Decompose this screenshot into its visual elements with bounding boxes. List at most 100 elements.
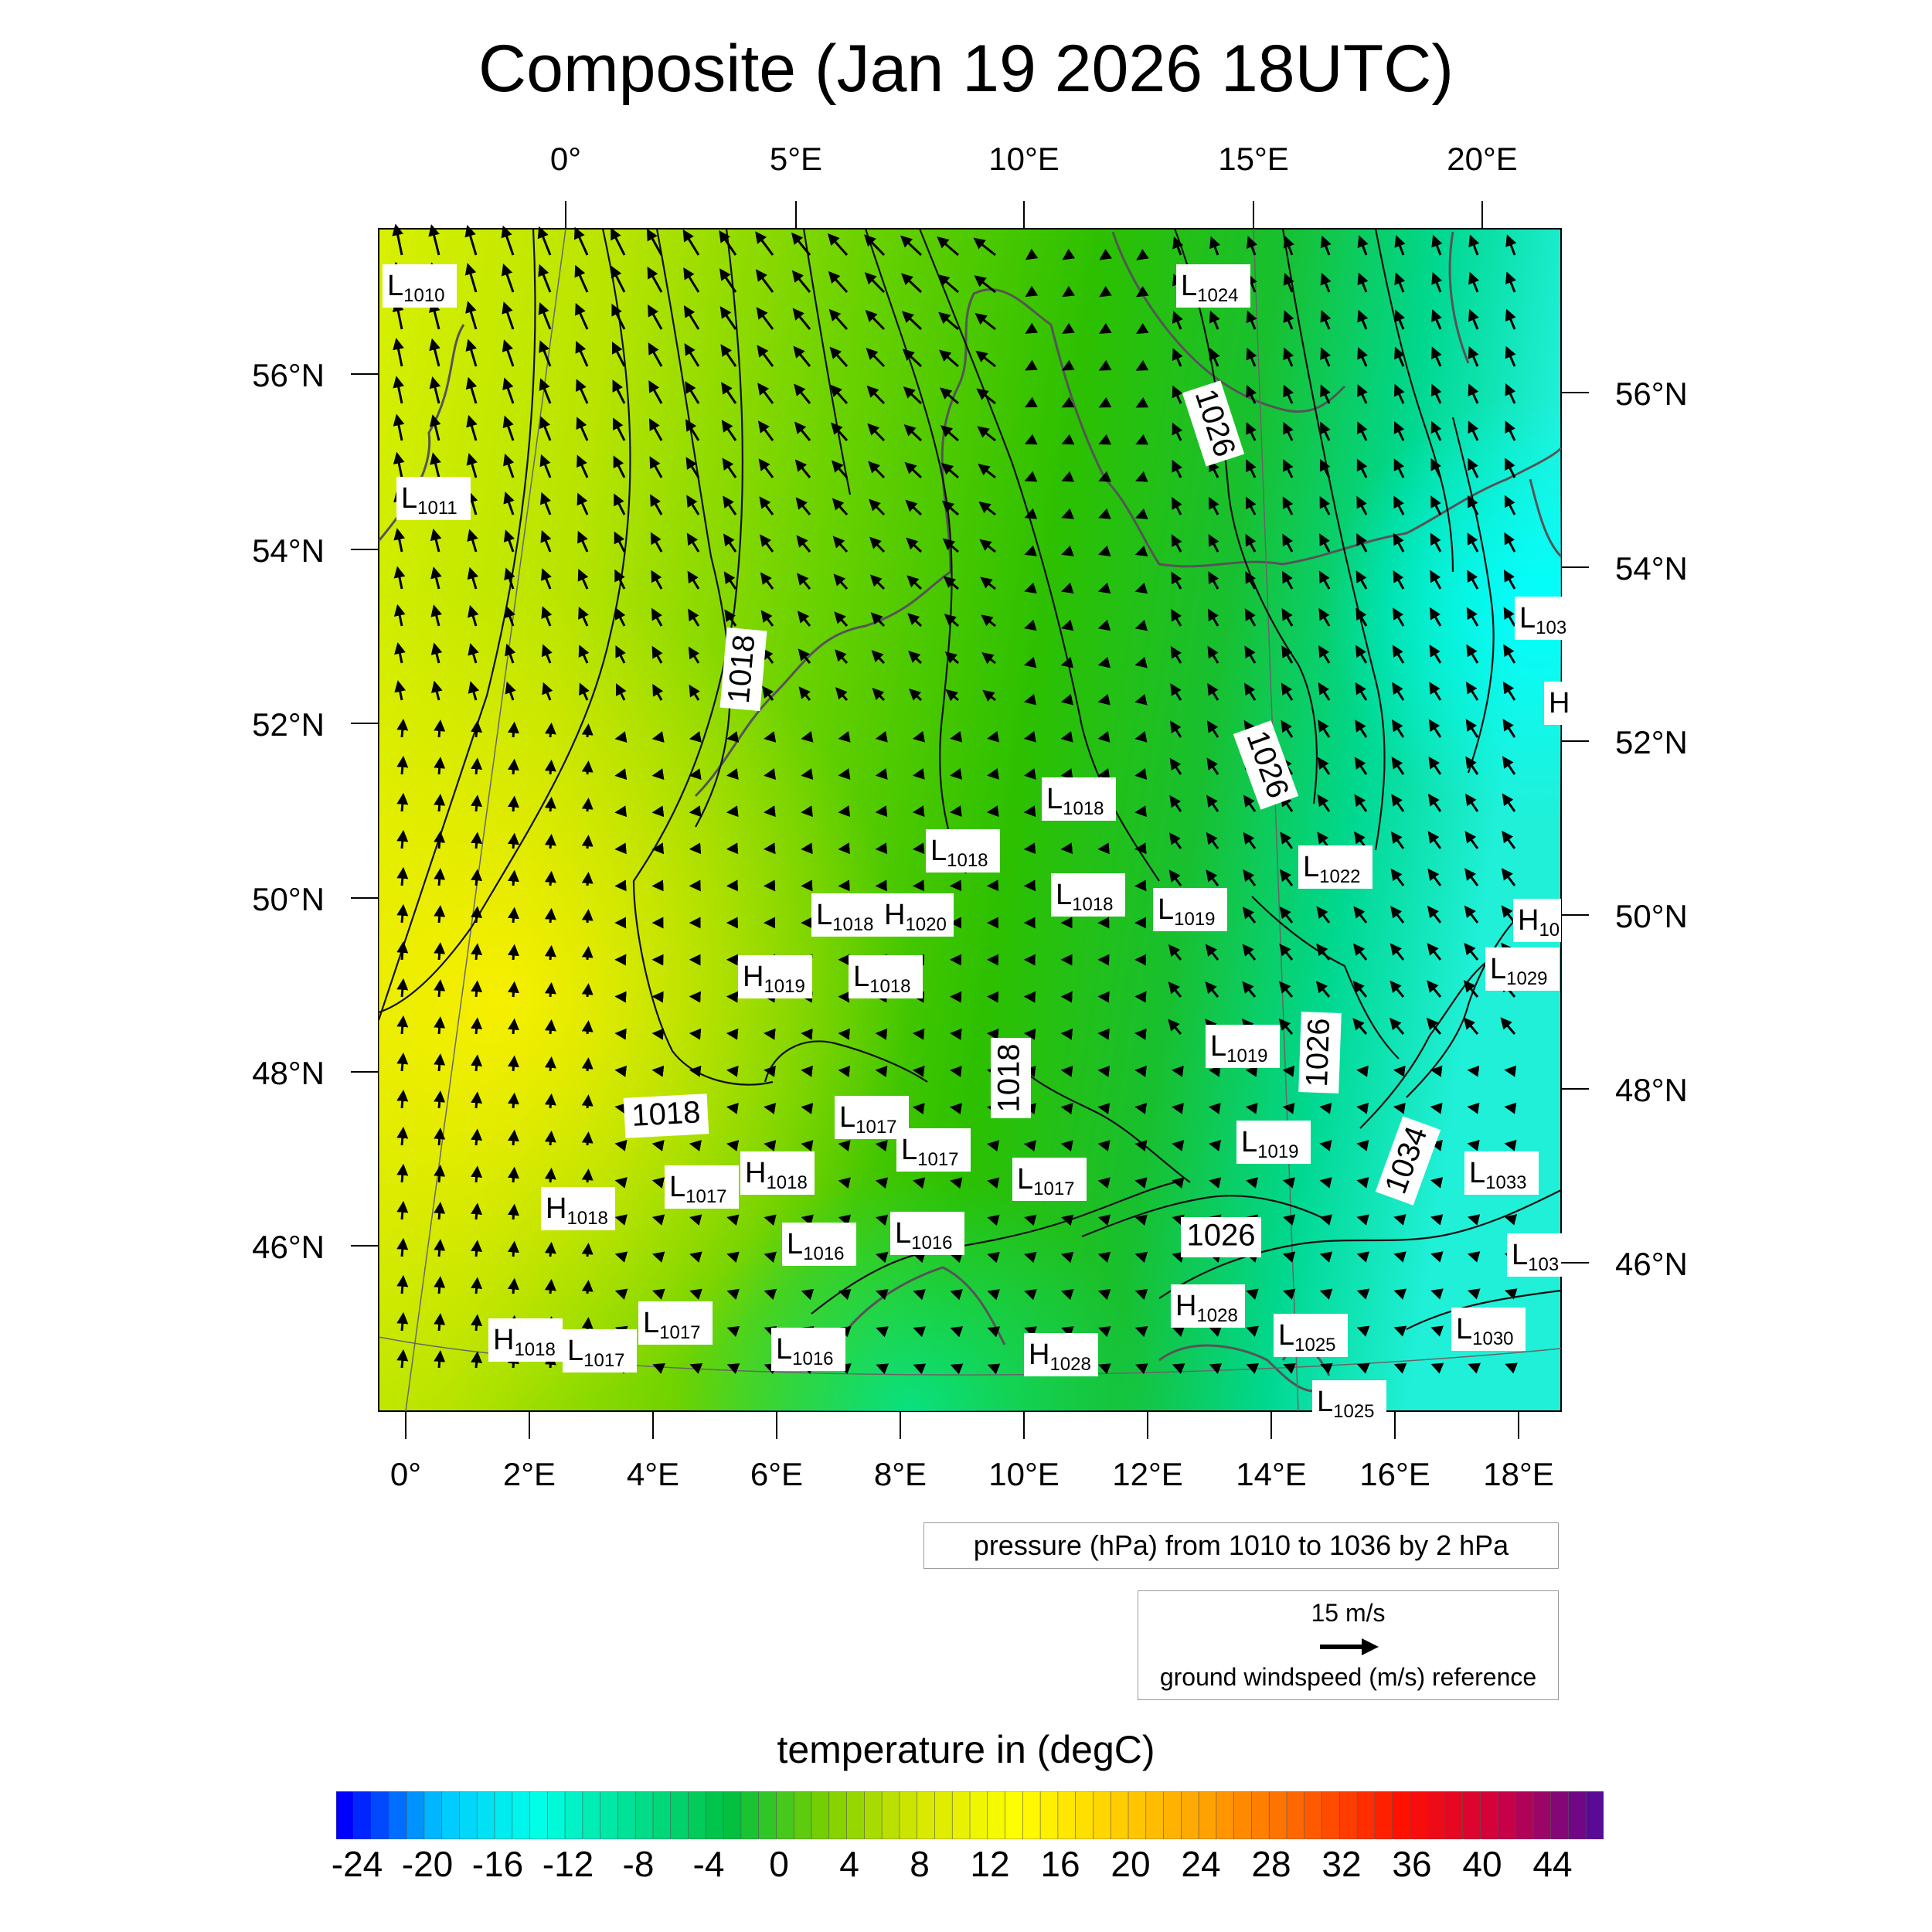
wind-arrow	[581, 1094, 594, 1109]
wind-arrow	[875, 1028, 888, 1040]
wind-arrow	[981, 614, 996, 628]
wind-arrow	[502, 339, 515, 367]
wind-arrow	[1135, 434, 1149, 445]
wind-arrow	[1209, 496, 1219, 515]
wind-arrow	[577, 454, 589, 478]
wind-arrow	[466, 414, 478, 441]
wind-arrow	[614, 1214, 628, 1226]
wind-arrow	[1468, 271, 1480, 293]
wind-arrow	[876, 1363, 889, 1375]
colorbar-tick-label: 20	[1111, 1844, 1151, 1884]
wind-arrow	[689, 1288, 702, 1300]
pressure-center-label: L1017	[669, 1171, 727, 1207]
wind-arrow	[1353, 906, 1368, 923]
wind-arrow	[1023, 768, 1036, 780]
pressure-center-box	[563, 1329, 637, 1372]
wind-reference-speed: 15 m/s	[1311, 1599, 1386, 1627]
wind-arrow	[649, 456, 663, 478]
wind-arrow	[1501, 868, 1516, 886]
wind-arrow	[1426, 1017, 1442, 1035]
colorbar-tick-label: -4	[692, 1844, 725, 1884]
wind-arrow	[1467, 532, 1479, 553]
wind-arrow	[757, 383, 774, 404]
wind-arrow	[1245, 1065, 1258, 1077]
wind-arrow	[1244, 645, 1257, 664]
wind-arrow	[764, 731, 777, 743]
wind-arrow	[465, 301, 478, 330]
tick-label: 6°E	[750, 1456, 803, 1492]
wind-arrow	[792, 308, 811, 330]
wind-arrow	[651, 1214, 665, 1226]
wind-arrow	[1504, 495, 1516, 515]
wind-arrow	[613, 455, 626, 478]
colorbar-tick-label: 4	[839, 1844, 859, 1884]
wind-arrow	[1135, 359, 1149, 371]
wind-arrow	[614, 1102, 628, 1114]
pressure-center-label: H1018	[546, 1192, 608, 1229]
wind-arrow	[396, 1200, 409, 1220]
wind-arrow	[1283, 1362, 1297, 1374]
wind-arrow	[864, 272, 886, 294]
wind-arrow	[684, 343, 700, 367]
pressure-center-label: H1028	[1029, 1338, 1091, 1375]
wind-arrow	[650, 494, 663, 515]
wind-arrow	[471, 720, 483, 738]
wind-arrow	[1393, 420, 1405, 441]
wind-arrow	[1242, 906, 1257, 923]
wind-arrow	[1315, 981, 1331, 998]
wind-arrow	[1023, 730, 1036, 743]
wind-arrow	[907, 613, 923, 628]
wind-arrow	[986, 1028, 999, 1040]
wind-vectors	[392, 223, 1518, 1375]
wind-arrow	[1281, 607, 1294, 627]
wind-arrow	[1062, 248, 1076, 260]
wind-arrow	[1098, 434, 1112, 445]
wind-arrow	[688, 608, 700, 627]
wind-arrow	[430, 566, 442, 590]
right-axis: 56°N 54°N 52°N 50°N 48°N 46°N	[1615, 376, 1688, 1282]
wind-arrow	[1283, 310, 1294, 330]
wind-arrow	[1246, 422, 1257, 441]
wind-arrow	[396, 792, 409, 812]
wind-arrow	[974, 275, 996, 294]
wind-arrow	[904, 461, 923, 479]
pressure-center-box	[488, 1318, 563, 1362]
pressure-center: L1019	[1153, 888, 1227, 931]
wind-arrow	[834, 611, 849, 627]
wind-arrow	[1283, 273, 1294, 293]
wind-arrow	[875, 1065, 888, 1077]
wind-arrow	[1356, 1325, 1370, 1337]
wind-arrow	[396, 1126, 409, 1146]
pressure-center-label: L1017	[643, 1307, 701, 1343]
wind-arrow	[614, 805, 628, 818]
wind-arrow	[1465, 756, 1479, 775]
wind-arrow	[431, 680, 443, 701]
wind-arrow	[575, 341, 589, 367]
pressure-center: L1016	[782, 1223, 856, 1266]
wind-arrow	[987, 768, 999, 780]
wind-arrow	[1134, 619, 1148, 631]
wind-arrow	[1206, 794, 1219, 812]
wind-arrow	[578, 607, 589, 627]
pressure-center-box	[541, 1187, 615, 1230]
colorbar-cell	[1498, 1791, 1516, 1839]
wind-arrow	[1391, 757, 1405, 775]
tick-label: 5°E	[770, 141, 822, 177]
wind-arrow	[1391, 794, 1405, 812]
colorbar-cell	[476, 1791, 495, 1839]
wind-arrow	[501, 225, 515, 256]
wind-arrow	[1134, 805, 1147, 818]
wind-arrow	[1135, 1363, 1148, 1375]
wind-arrow	[1430, 495, 1442, 515]
wind-arrow	[614, 1028, 627, 1040]
pressure-center: L1018	[849, 955, 923, 998]
wind-arrow	[581, 835, 594, 849]
wind-arrow	[913, 1289, 926, 1301]
wind-arrow	[940, 387, 959, 405]
pressure-center-label: H1020	[884, 899, 947, 935]
pressure-center-label: L1017	[1017, 1163, 1075, 1199]
wind-arrow	[981, 652, 996, 665]
wind-arrow	[434, 1053, 446, 1072]
wind-arrow	[833, 573, 849, 590]
